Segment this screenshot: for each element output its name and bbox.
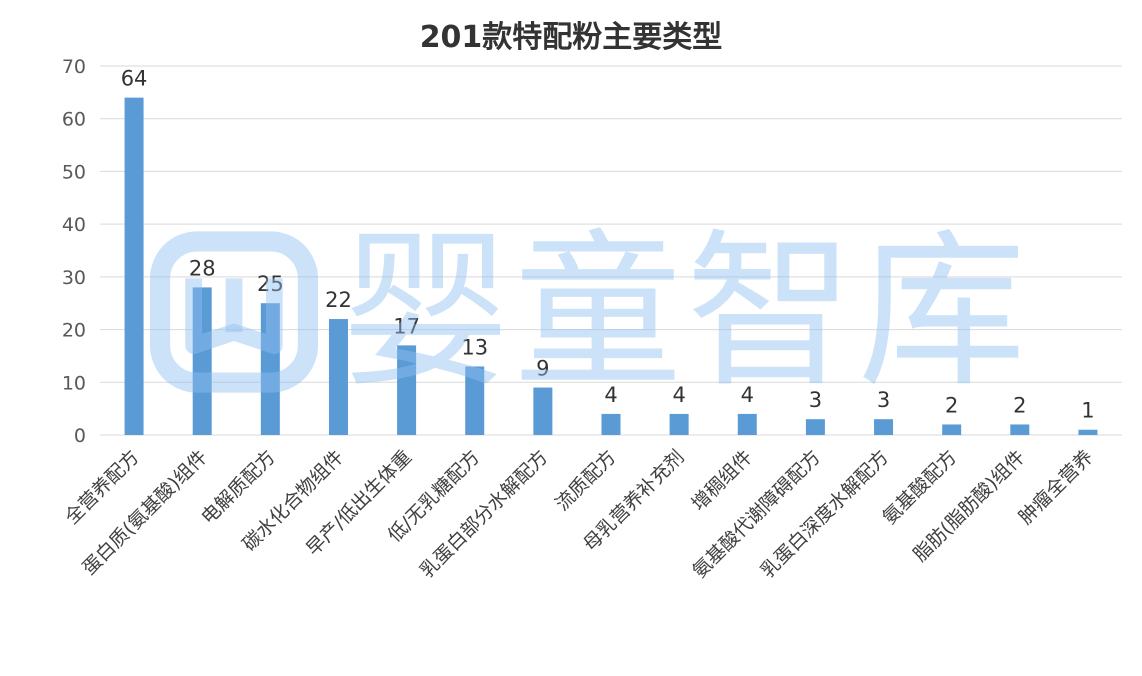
x-axis-ticks: 全营养配方蛋白质(氨基酸)组件电解质配方碳水化合物组件早产/低出生体重低/无乳糖… (61, 446, 1098, 582)
bar (737, 413, 757, 435)
data-label: 4 (604, 383, 617, 407)
y-tick-label: 50 (62, 161, 86, 183)
y-tick-label: 30 (62, 267, 86, 289)
bar (533, 387, 553, 435)
data-label: 3 (809, 388, 822, 412)
bar (465, 366, 485, 435)
x-tick-label: 增稠组件 (687, 446, 756, 515)
y-tick-label: 40 (62, 214, 86, 236)
chart-title: 201款特配粉主要类型 (419, 20, 723, 55)
bar (805, 419, 825, 435)
bar (1010, 424, 1030, 435)
y-tick-label: 60 (62, 109, 86, 131)
data-label: 2 (1013, 393, 1026, 417)
data-label: 28 (189, 256, 216, 280)
bar (874, 419, 894, 435)
data-label: 64 (121, 67, 148, 91)
x-tick-label: 乳蛋白深度水解配方 (757, 446, 893, 582)
bars (124, 97, 1098, 435)
x-tick-label: 肿瘤全营养 (1015, 446, 1098, 529)
y-axis-ticks: 0 10 20 30 40 50 60 70 (62, 56, 86, 447)
data-label: 3 (877, 388, 890, 412)
x-tick-label: 氨基酸代谢障碍配方 (688, 446, 824, 582)
x-tick-label: 流质配方 (551, 446, 620, 515)
data-label: 1 (1081, 399, 1094, 423)
bar (192, 287, 212, 435)
bar (260, 303, 280, 435)
data-label: 13 (461, 335, 488, 359)
y-tick-label: 10 (62, 372, 86, 394)
y-tick-label: 0 (74, 425, 86, 447)
data-label: 2 (945, 393, 958, 417)
gridlines (100, 65, 1122, 436)
bar (1078, 429, 1098, 435)
data-label: 9 (536, 357, 549, 381)
data-label: 22 (325, 288, 352, 312)
x-tick-label: 乳蛋白部分水解配方 (416, 446, 552, 582)
y-tick-label: 70 (62, 56, 86, 78)
data-label: 4 (672, 383, 685, 407)
bar (942, 424, 962, 435)
data-label: 25 (257, 272, 284, 296)
x-tick-label: 蛋白质(氨基酸)组件 (78, 446, 212, 580)
bar (669, 413, 689, 435)
bar (397, 345, 417, 435)
bar (601, 413, 621, 435)
bar (328, 319, 348, 435)
data-label: 4 (741, 383, 754, 407)
y-tick-label: 20 (62, 320, 86, 342)
data-label: 17 (393, 314, 420, 338)
bar (124, 97, 144, 435)
